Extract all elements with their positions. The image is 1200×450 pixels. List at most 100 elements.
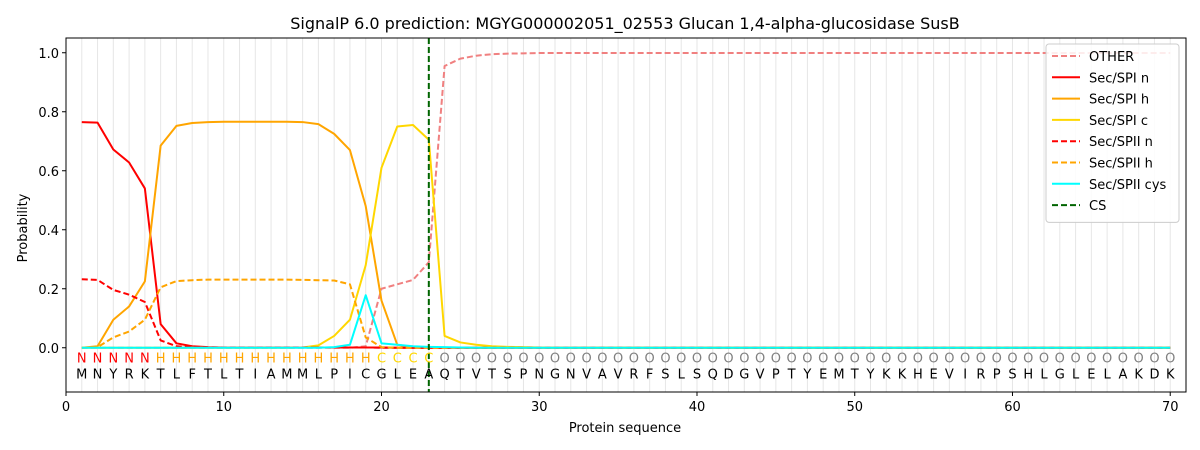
residue-label: P	[520, 368, 528, 383]
region-label: H	[172, 352, 182, 367]
x-tick-label: 70	[1162, 400, 1179, 415]
region-label: H	[156, 352, 166, 367]
y-tick-label: 0.0	[38, 342, 59, 357]
residue-label: H	[913, 368, 923, 383]
x-tick-label: 0	[62, 400, 70, 415]
y-tick-label: 0.2	[38, 283, 59, 298]
residue-label: T	[455, 368, 464, 383]
residue-label: S	[1008, 368, 1016, 383]
residue-label: F	[188, 368, 195, 383]
region-label: H	[187, 352, 197, 367]
residue-label: S	[693, 368, 701, 383]
region-label: O	[928, 352, 938, 367]
region-label: H	[219, 352, 229, 367]
residue-label: D	[724, 368, 734, 383]
region-label: O	[518, 352, 528, 367]
residue-label: V	[472, 368, 481, 383]
residue-label: T	[235, 368, 244, 383]
region-label: O	[960, 352, 970, 367]
residue-label: M	[76, 368, 87, 383]
legend-label-sec-spii-n: Sec/SPII n	[1089, 135, 1153, 150]
legend: OTHER Sec/SPI n Sec/SPI h Sec/SPI c Sec/SPII…	[1045, 43, 1180, 223]
residue-label: P	[772, 368, 780, 383]
region-label: O	[534, 352, 544, 367]
y-axis-label: Probability	[16, 193, 31, 262]
plot-area	[81, 38, 1171, 392]
residue-label: N	[534, 368, 544, 383]
residue-label: S	[661, 368, 669, 383]
region-label: O	[1007, 352, 1017, 367]
region-label: O	[676, 352, 686, 367]
residue-label: E	[929, 368, 937, 383]
region-label: O	[660, 352, 670, 367]
region-label: H	[282, 352, 292, 367]
legend-label-sec-spi-c: Sec/SPI c	[1089, 114, 1148, 129]
residue-label: V	[582, 368, 591, 383]
residue-label: Q	[708, 368, 718, 383]
residue-label: S	[504, 368, 512, 383]
region-label: O	[1134, 352, 1144, 367]
region-label: O	[692, 352, 702, 367]
y-axis: 0.0 0.2 0.4 0.6 0.8 1.0	[38, 47, 66, 357]
chart-title: SignalP 6.0 prediction: MGYG000002051_02…	[290, 14, 959, 34]
region-label: O	[455, 352, 465, 367]
residue-label: L	[678, 368, 686, 383]
region-label: O	[645, 352, 655, 367]
residue-label: Y	[108, 368, 117, 383]
residue-label: F	[646, 368, 653, 383]
region-label: H	[329, 352, 339, 367]
region-label: O	[503, 352, 513, 367]
region-label: C	[409, 352, 418, 367]
region-label: O	[550, 352, 560, 367]
region-label: O	[1118, 352, 1128, 367]
region-label: O	[992, 352, 1002, 367]
region-label: H	[266, 352, 276, 367]
residue-label: A	[267, 368, 276, 383]
plot-frame	[65, 37, 1187, 393]
region-label: H	[345, 352, 355, 367]
x-tick-label: 10	[215, 400, 232, 415]
legend-label-sec-spi-n: Sec/SPI n	[1089, 71, 1149, 86]
y-tick-label: 0.8	[38, 106, 59, 121]
residue-label: L	[315, 368, 323, 383]
residue-label: M	[297, 368, 308, 383]
legend-box	[1045, 43, 1180, 223]
y-tick-label: 1.0	[38, 47, 59, 62]
region-label: O	[708, 352, 718, 367]
region-label: N	[93, 352, 103, 367]
y-tick-label: 0.6	[38, 165, 59, 180]
legend-label-sec-spi-h: Sec/SPI h	[1089, 93, 1149, 108]
residue-label: V	[945, 368, 954, 383]
region-label: C	[424, 352, 433, 367]
residue-label: E	[409, 368, 417, 383]
residue-label: I	[348, 368, 352, 383]
region-label: C	[393, 352, 402, 367]
residue-label: E	[819, 368, 827, 383]
region-label: O	[1070, 352, 1080, 367]
region-label: O	[1039, 352, 1049, 367]
region-label: O	[850, 352, 860, 367]
region-label: H	[250, 352, 260, 367]
region-label: O	[787, 352, 797, 367]
y-tick-label: 0.4	[38, 224, 59, 239]
residue-label: V	[756, 368, 765, 383]
residue-label: N	[93, 368, 103, 383]
region-label: O	[581, 352, 591, 367]
region-label: O	[487, 352, 497, 367]
residue-label: K	[141, 368, 150, 383]
residue-label: G	[376, 368, 386, 383]
residue-label: L	[1072, 368, 1080, 383]
region-label: O	[1102, 352, 1112, 367]
legend-label-sec-spii-cys: Sec/SPII cys	[1089, 178, 1167, 193]
x-tick-label: 20	[373, 400, 390, 415]
region-label: O	[881, 352, 891, 367]
region-label: O	[597, 352, 607, 367]
region-label: O	[613, 352, 623, 367]
sequence-annotation: NMNNNYNRNKHTHLHFHTHLHTHIHAHMHMHLHPHIHCCG…	[76, 352, 1175, 383]
legend-label-sec-spii-h: Sec/SPII h	[1089, 157, 1153, 172]
residue-label: G	[1055, 368, 1065, 383]
region-label: O	[834, 352, 844, 367]
residue-label: V	[614, 368, 623, 383]
